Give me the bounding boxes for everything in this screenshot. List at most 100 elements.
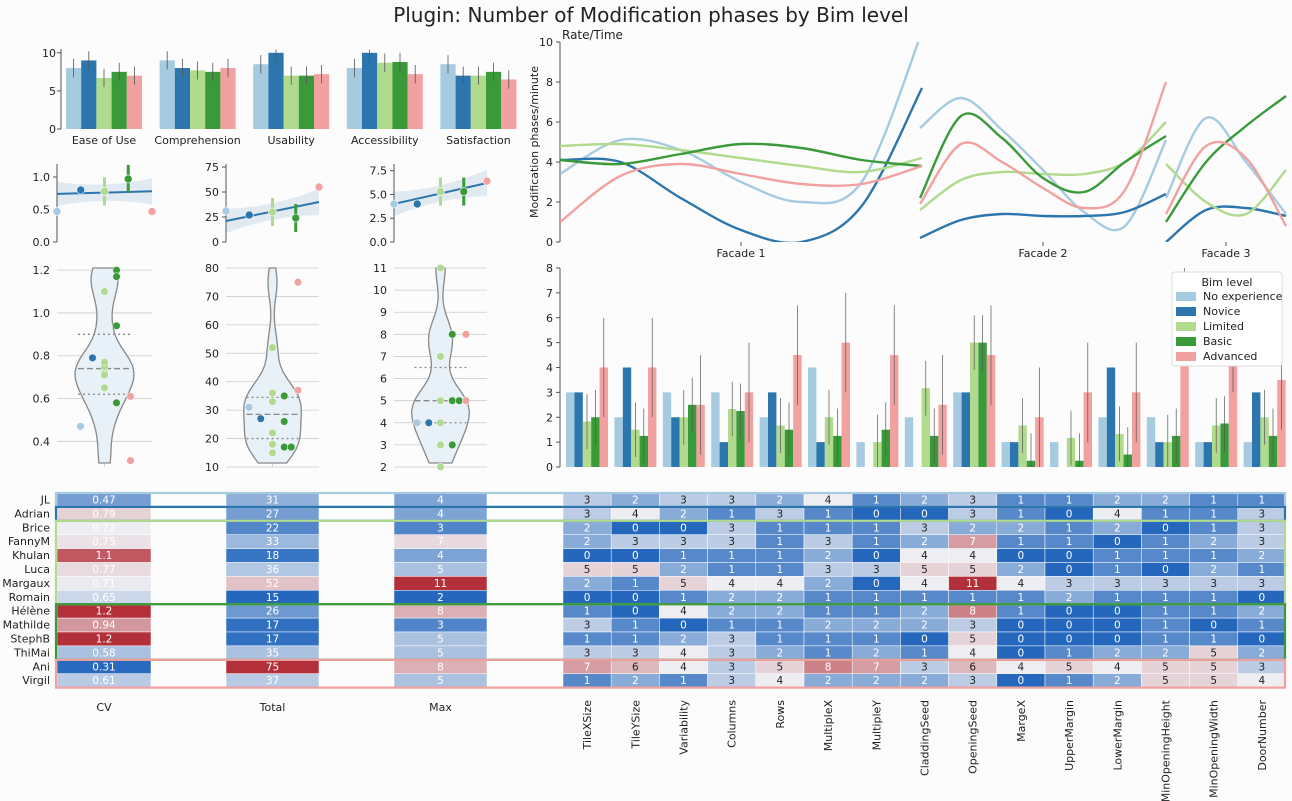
heat-cell-value: 2 xyxy=(1259,550,1266,562)
violin-ytick-label: 1.2 xyxy=(33,264,51,277)
heat-cell-value: 1 xyxy=(1259,620,1266,632)
legend-swatch xyxy=(1176,322,1196,331)
heat-cell-value: 3 xyxy=(1259,536,1266,548)
row-label: StephB xyxy=(10,633,50,646)
param-bar xyxy=(808,367,817,467)
heat-cell-value: 4 xyxy=(680,647,687,659)
heat-cell-value: 36 xyxy=(266,564,280,576)
row-label: Mathilde xyxy=(3,619,51,632)
regression-point xyxy=(482,176,492,186)
series-line xyxy=(918,81,1168,210)
heat-cell-value: 2 xyxy=(1259,606,1266,618)
heat-cell-value: 4 xyxy=(921,550,928,562)
param-bar xyxy=(953,392,962,467)
heat-cell-value: 8 xyxy=(437,661,444,673)
column-label: MargeX xyxy=(1015,700,1028,742)
heat-cell-value: 2 xyxy=(584,578,591,590)
violin-ytick-label: 20 xyxy=(205,433,219,446)
heat-cell-value: 75 xyxy=(266,661,279,673)
param-bar xyxy=(688,404,697,467)
heat-cell-value: 7 xyxy=(584,661,591,673)
category-label: Comprehension xyxy=(154,134,240,147)
violin-ytick-label: 5 xyxy=(380,395,387,408)
heat-cell-value: 2 xyxy=(873,647,880,659)
param-bar xyxy=(978,342,987,467)
violin-point xyxy=(268,397,277,406)
series-line xyxy=(918,112,1167,199)
column-label: MultipleY xyxy=(870,700,883,751)
heat-cell-value: 1 xyxy=(1114,564,1121,576)
heat-cell-value: 1 xyxy=(1162,550,1169,562)
param-ytick-label: 7 xyxy=(546,287,553,300)
bar xyxy=(377,62,393,129)
heat-cell-value: 1 xyxy=(584,675,591,687)
param-bar xyxy=(1001,442,1010,467)
violin-point xyxy=(412,418,422,427)
param-bar xyxy=(736,411,745,467)
heat-cell-value: 1 xyxy=(1259,564,1266,576)
heat-cell-value: 3 xyxy=(825,564,832,576)
heat-cell-value: 3 xyxy=(584,647,591,659)
heat-cell-value: 0 xyxy=(1114,536,1121,548)
category-label: Usability xyxy=(267,134,315,147)
violin-point xyxy=(280,443,289,452)
violin-point xyxy=(112,321,121,330)
heat-cell-value: 3 xyxy=(921,522,928,534)
series-line xyxy=(919,192,1167,240)
heat-cell-value: 2 xyxy=(1162,495,1169,507)
row-label: Adrian xyxy=(14,507,50,520)
heat-cell-value: 5 xyxy=(437,564,444,576)
param-ytick-label: 0 xyxy=(546,461,553,474)
heat-cell-value: 2 xyxy=(1259,647,1266,659)
legend-swatch xyxy=(1176,292,1196,301)
heat-cell-value: 22 xyxy=(266,522,279,534)
heat-cell-value: 4 xyxy=(632,508,639,520)
reg-ytick-label: 25 xyxy=(205,211,219,224)
violin-ytick-label: 0.8 xyxy=(33,350,51,363)
regression-point xyxy=(412,199,422,209)
violin-point xyxy=(448,440,457,449)
regression-point xyxy=(100,187,109,196)
reg-ytick-label: 7.5 xyxy=(370,165,388,178)
line-ytick-label: 6 xyxy=(546,116,553,129)
heat-cell-value: 3 xyxy=(825,536,832,548)
heat-cell-value: 3 xyxy=(873,564,880,576)
heat-cell-value: 3 xyxy=(1162,578,1169,590)
heat-cell-value: 1 xyxy=(1162,536,1169,548)
param-bar xyxy=(890,355,899,467)
violin-ytick-label: 30 xyxy=(205,404,219,417)
param-bar xyxy=(768,392,777,467)
category-label: Ease of Use xyxy=(72,134,137,147)
legend-swatch xyxy=(1176,352,1196,361)
param-bar xyxy=(1243,442,1252,467)
heat-cell-value: 1 xyxy=(777,550,784,562)
heat-cell-value: 1 xyxy=(584,634,591,646)
heat-cell-value: 17 xyxy=(266,634,279,646)
violin-ytick-label: 80 xyxy=(205,262,219,275)
heat-cell-value: 1 xyxy=(1018,508,1025,520)
heat-cell-value: 2 xyxy=(584,536,591,548)
heat-cell-value: 3 xyxy=(777,508,784,520)
heat-cell-value: 0 xyxy=(873,550,880,562)
heat-cell-value: 0.61 xyxy=(92,675,115,687)
bar xyxy=(314,74,330,129)
heat-cell-value: 3 xyxy=(584,495,591,507)
bar xyxy=(81,60,97,129)
heat-cell-value: 1 xyxy=(873,522,880,534)
param-bar xyxy=(841,342,850,467)
heat-cell-value: 8 xyxy=(437,606,444,618)
heat-cell-value: 2 xyxy=(921,620,928,632)
violin-point xyxy=(287,443,296,452)
heat-cell-value: 2 xyxy=(584,522,591,534)
param-bar xyxy=(1106,367,1116,467)
heat-cell-value: 2 xyxy=(825,550,832,562)
heat-cell-value: 0 xyxy=(1114,606,1121,618)
reg-ytick-label: 0 xyxy=(212,236,219,249)
heat-cell-value: 0.65 xyxy=(92,592,115,604)
bar xyxy=(486,71,502,129)
param-bar xyxy=(566,392,575,467)
heat-cell-value: 5 xyxy=(437,634,444,646)
heat-cell-value: 0 xyxy=(1018,620,1025,632)
heat-cell-value: 2 xyxy=(1114,495,1121,507)
heat-cell-value: 3 xyxy=(1259,578,1266,590)
